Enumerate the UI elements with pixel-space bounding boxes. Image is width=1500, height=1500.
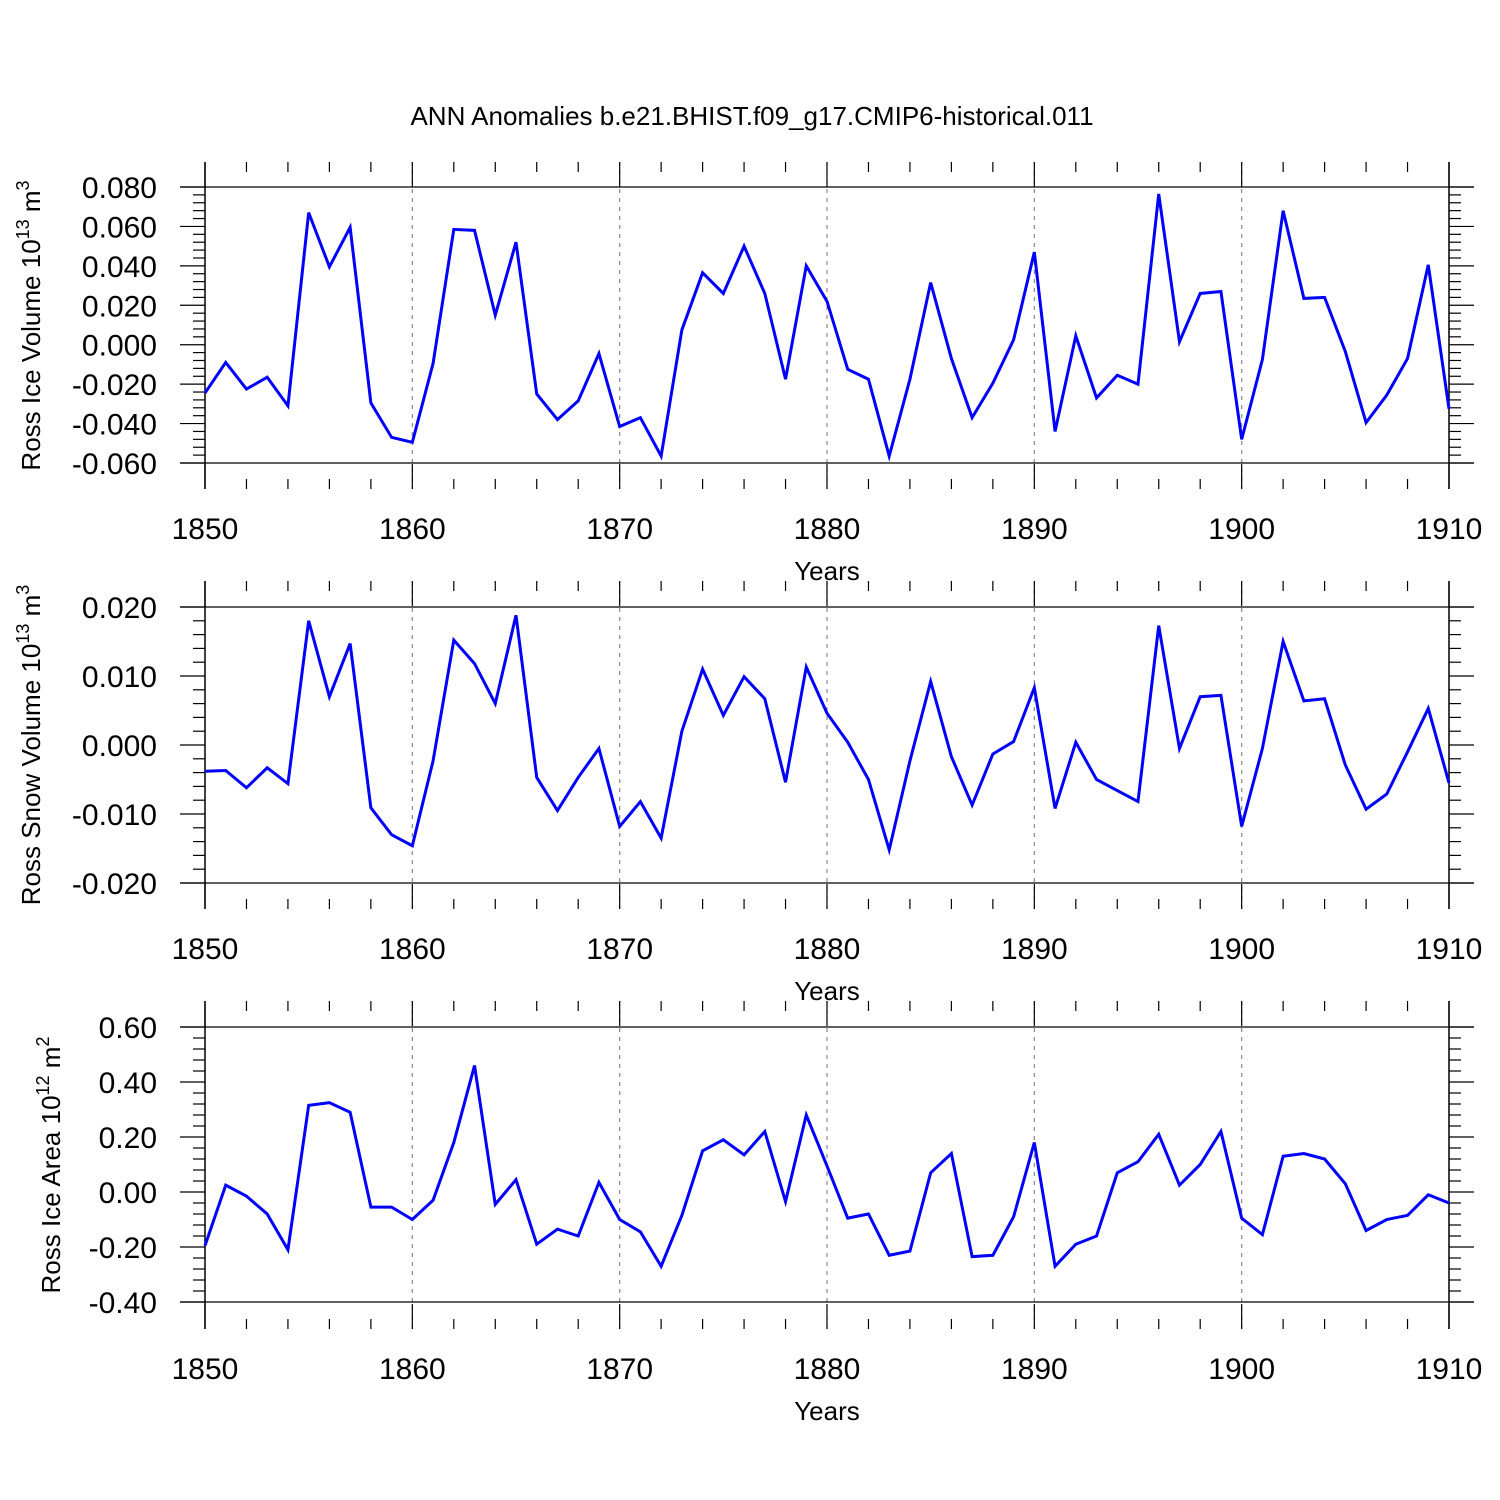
x-tick-label: 1890: [1001, 513, 1068, 546]
y-tick-label: -0.020: [72, 868, 157, 901]
x-tick-label: 1900: [1208, 513, 1275, 546]
x-tick-label: 1900: [1208, 933, 1275, 966]
x-tick-label: 1900: [1208, 1353, 1275, 1386]
y-axis-label: Ross Ice Volume 1013 m3: [13, 180, 46, 470]
x-tick-label: 1860: [379, 933, 446, 966]
panels: 0.080 0.060 0.040 0.020 0.000 -0.020 -0.040 -0.…: [13, 162, 1482, 1426]
y-tick-label: 0.000: [82, 330, 157, 363]
x-tick-label: 1880: [794, 1353, 861, 1386]
x-tick-label: 1860: [379, 513, 446, 546]
y-tick-label: 0.040: [82, 251, 157, 284]
series-line: [203, 193, 1451, 462]
x-tick-label: 1910: [1416, 513, 1483, 546]
x-tick-label: 1860: [379, 1353, 446, 1386]
x-tick-label: 1880: [794, 513, 861, 546]
series-line: [204, 614, 1451, 856]
x-tick-label: 1850: [172, 933, 239, 966]
chart-title: ANN Anomalies b.e21.BHIST.f09_g17.CMIP6-…: [410, 101, 1093, 131]
y-tick-label: -0.010: [72, 799, 157, 832]
y-axis-label: Ross Snow Volume 1013 m3: [13, 585, 46, 906]
y-tick-label: 0.40: [99, 1067, 157, 1100]
y-tick-label: 0.000: [82, 730, 157, 763]
x-tick-label: 1850: [172, 513, 239, 546]
y-tick-label: 0.010: [82, 661, 157, 694]
x-tick-label: 1870: [586, 513, 653, 546]
y-tick-label: 0.20: [99, 1122, 157, 1155]
x-tick-label: 1890: [1001, 933, 1068, 966]
x-tick-label: 1870: [586, 933, 653, 966]
series-line: [203, 1065, 1450, 1270]
y-tick-label: 0.060: [82, 211, 157, 244]
y-tick-label: -0.40: [89, 1287, 157, 1320]
y-tick-label: 0.60: [99, 1012, 157, 1045]
y-axis-label: Ross Ice Area 1012 m2: [33, 1037, 66, 1294]
y-tick-label: -0.040: [72, 409, 157, 442]
panel-1: 0.080 0.060 0.040 0.020 0.000 -0.020 -0.040 -0.…: [13, 162, 1482, 586]
y-tick-label: 0.020: [82, 592, 157, 625]
panel-3: 0.60 0.40 0.20 0.00 -0.20 -0.40 1850 1860 1870 18…: [33, 1001, 1482, 1426]
x-tick-label: 1870: [586, 1353, 653, 1386]
x-tick-label: 1910: [1416, 1353, 1483, 1386]
x-tick-label: 1850: [172, 1353, 239, 1386]
y-tick-label: 0.020: [82, 290, 157, 323]
y-tick-label: -0.060: [72, 448, 157, 481]
y-tick-label: -0.20: [89, 1232, 157, 1265]
x-axis-label: Years: [794, 1396, 860, 1426]
x-tick-label: 1910: [1416, 933, 1483, 966]
x-tick-label: 1890: [1001, 1353, 1068, 1386]
x-tick-label: 1880: [794, 933, 861, 966]
y-tick-label: 0.00: [99, 1177, 157, 1210]
y-tick-label: 0.080: [82, 172, 157, 205]
panel-2: 0.020 0.010 0.000 -0.010 -0.020 1850 1860 1870 1…: [13, 581, 1482, 1006]
y-tick-label: -0.020: [72, 369, 157, 402]
